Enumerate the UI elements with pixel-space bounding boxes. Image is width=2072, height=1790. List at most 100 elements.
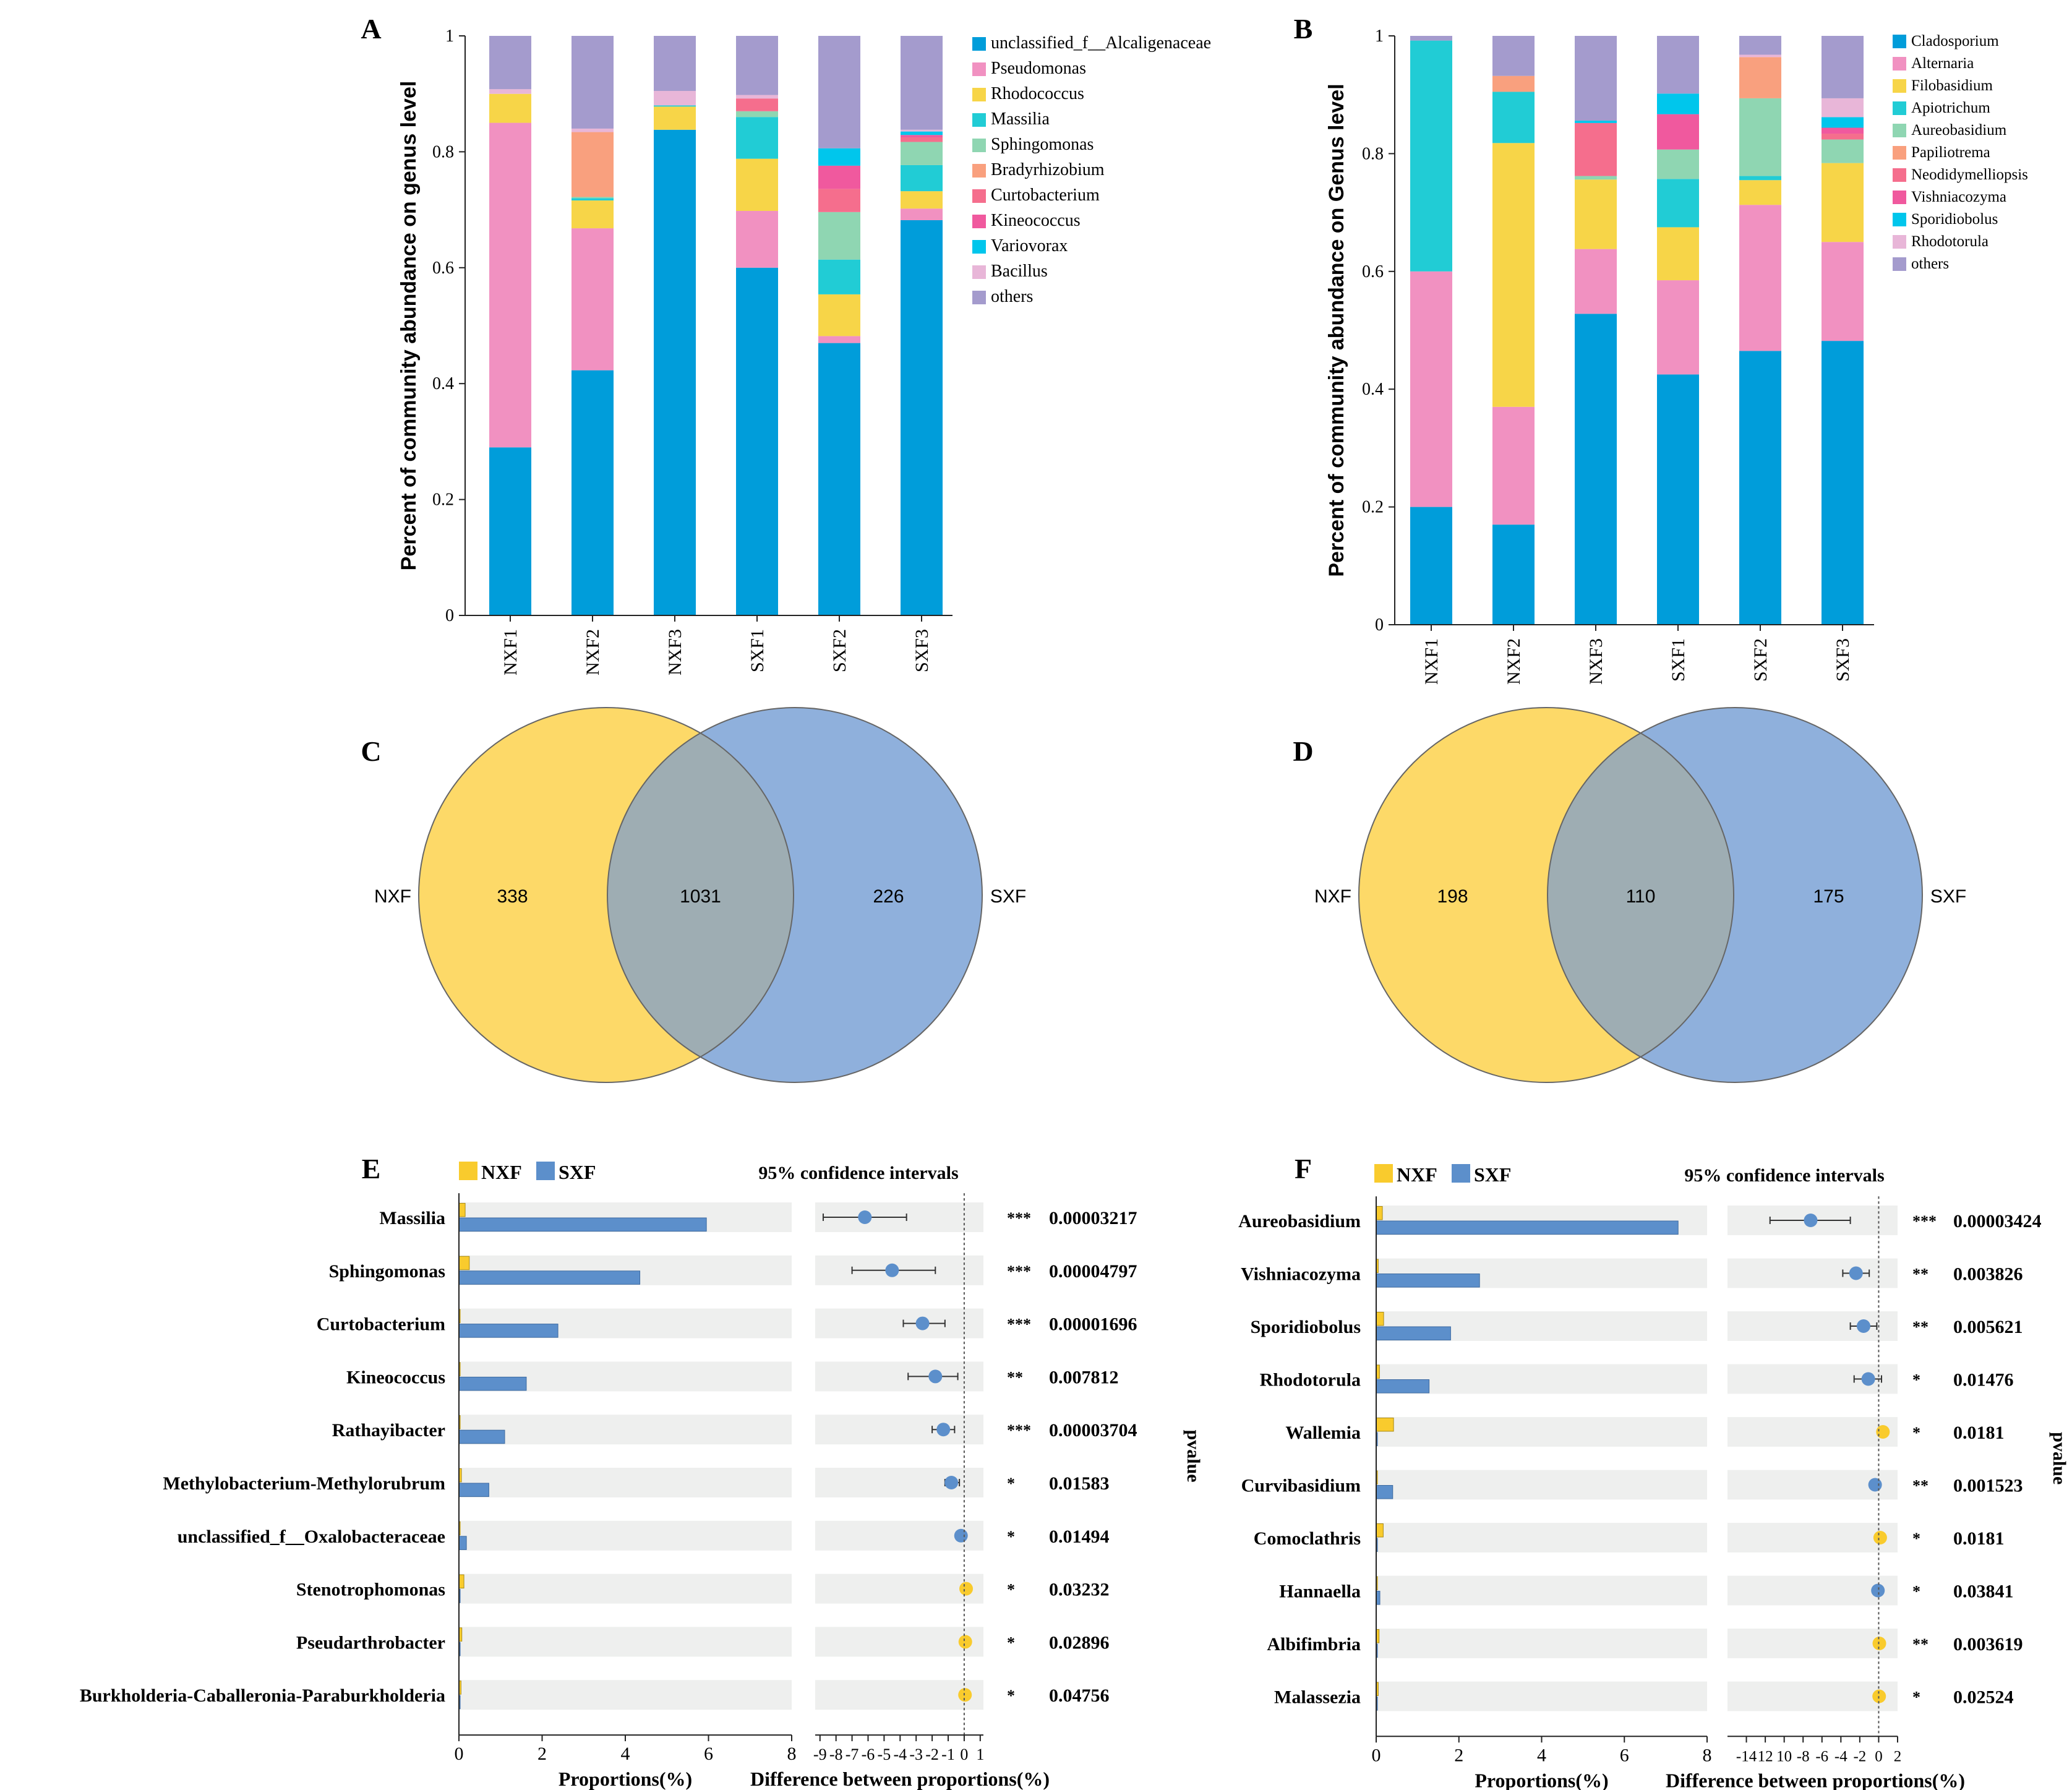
legend-swatch-kineococcus <box>972 215 986 228</box>
row-band-difference <box>815 1308 983 1338</box>
difference-tick-label: 12 <box>1758 1748 1773 1765</box>
bar-segment-nxf3-alternaria <box>1575 249 1617 314</box>
difference-tick-label: 2 <box>1894 1748 1902 1765</box>
bar-nxf-sporidiobolus <box>1376 1311 1384 1326</box>
bar-segment-nxf2-filobasidium <box>1492 143 1535 407</box>
row-label-pseudarthrobacter: Pseudarthrobacter <box>296 1632 445 1653</box>
y-tick-label: 0.8 <box>432 142 454 161</box>
significance-stars: *** <box>1007 1316 1031 1334</box>
proportion-tick-label: 2 <box>537 1744 547 1764</box>
bar-segment-sxf1-apiotrichum <box>1657 179 1699 228</box>
bar-segment-sxf1-alternaria <box>1657 280 1699 375</box>
legend-swatch-filobasidium <box>1893 79 1906 93</box>
bar-segment-sxf1-sphingomonas <box>736 111 778 118</box>
bar-segment-sxf3-kineococcus <box>901 135 943 137</box>
row-label-curtobacterium: Curtobacterium <box>317 1314 445 1335</box>
row-band-proportion <box>459 1415 792 1445</box>
legend-swatch-rhodotorula <box>1893 235 1906 249</box>
legend-label-sphingomonas: Sphingomonas <box>991 135 1094 154</box>
diff-point-rathayibacter <box>936 1423 951 1437</box>
significance-stars: * <box>1912 1583 1920 1601</box>
legend-label-nxf: NXF <box>481 1161 522 1183</box>
y-tick-label: 0.4 <box>1362 380 1384 399</box>
row-label-stenotrophomonas: Stenotrophomonas <box>296 1580 445 1600</box>
x-tick-label-sxf2: SXF2 <box>829 629 850 672</box>
legend-label-apiotrichum: Apiotrichum <box>1911 100 1990 116</box>
bar-segment-sxf2-others <box>1739 36 1781 55</box>
bar-nxf-wallemia <box>1376 1417 1394 1432</box>
bar-segment-nxf3-others <box>1575 36 1617 121</box>
bar-segment-sxf1-sporidiobolus <box>1657 93 1699 114</box>
p-value: 0.00003704 <box>1049 1420 1137 1441</box>
legend-label-others: others <box>1911 255 1949 272</box>
x-tick-label-nxf1: NXF1 <box>1421 638 1442 685</box>
diff-point-hannaella <box>1871 1583 1885 1598</box>
row-band-proportion <box>1376 1523 1707 1552</box>
legend-swatch-nxf <box>459 1162 477 1180</box>
row-band-difference <box>1727 1523 1898 1552</box>
bar-sxf-methylobacterium-methylorubrum <box>458 1483 489 1497</box>
bar-segment-sxf1-others <box>1657 36 1699 94</box>
bar-segment-sxf1-vishniacozyma <box>1657 114 1699 150</box>
venn-count-shared: 1031 <box>680 886 721 907</box>
difference-tick-label: 10 <box>1776 1748 1792 1765</box>
bar-segment-nxf2-massilia <box>572 198 614 201</box>
legend-swatch-alternaria <box>1893 57 1906 71</box>
row-band-proportion <box>1376 1417 1707 1447</box>
significance-stars: * <box>1007 1687 1015 1705</box>
row-band-proportion <box>459 1467 792 1498</box>
legend-swatch-variovorax <box>972 240 986 254</box>
x-tick-label-sxf3: SXF3 <box>912 629 932 672</box>
bar-segment-sxf1-filobasidium <box>1657 227 1699 281</box>
venn-outline-sxf <box>607 707 983 1083</box>
x-tick-label-sxf2: SXF2 <box>1750 638 1771 682</box>
x-tick-label-nxf3: NXF3 <box>1586 638 1606 685</box>
row-band-difference <box>1727 1575 1898 1606</box>
proportion-tick-label: 6 <box>1620 1745 1629 1765</box>
significance-stars: * <box>1912 1371 1920 1389</box>
row-band-proportion <box>1376 1470 1707 1500</box>
bar-segment-nxf2-sphingomonas <box>572 197 614 199</box>
venn-outline-nxf <box>1358 707 1734 1083</box>
panel-letter-e: E <box>362 1153 381 1184</box>
venn-set-label-sxf: SXF <box>1930 886 1966 907</box>
row-label-sporidiobolus: Sporidiobolus <box>1251 1317 1361 1337</box>
bar-segment-nxf2-others <box>1492 36 1535 76</box>
bar-segment-nxf2-alternaria <box>1492 406 1535 525</box>
legend-label-massilia: Massilia <box>991 109 1050 129</box>
difference-tick-label: -5 <box>878 1745 891 1763</box>
difference-tick-label: -9 <box>813 1745 827 1763</box>
bar-segment-sxf3-aureobasidium <box>1822 139 1864 163</box>
legend-label-cladosporium: Cladosporium <box>1911 33 1999 49</box>
y-tick-label: 0 <box>445 606 454 625</box>
diff-point-massilia <box>858 1210 872 1224</box>
stacked-bar-chart-b: NXF1 NXF2 NXF3 SXF1 SXF2 SXF3 0 0.2 0.4 0.6 0.8 1 Pe… <box>1325 27 2028 685</box>
bar-segment-sxf1-unclassified_f__alcaligenaceae <box>736 267 778 615</box>
difference-tick-label: -1 <box>941 1745 955 1763</box>
venn-overlap <box>1547 733 1734 1057</box>
bar-segment-nxf3-cladosporium <box>1575 314 1617 625</box>
bar-sxf-unclassified_f__oxalobacteraceae <box>458 1536 467 1550</box>
diff-point-curvibasidium <box>1868 1478 1882 1492</box>
bar-segment-nxf3-aureobasidium <box>1575 176 1617 180</box>
difference-tick-label: -7 <box>845 1745 859 1763</box>
p-value: 0.007812 <box>1049 1367 1119 1387</box>
row-band-difference <box>1727 1417 1898 1447</box>
bar-segment-sxf1-massilia <box>736 117 778 159</box>
bar-segment-nxf1-pseudomonas <box>489 122 531 448</box>
proportion-tick-label: 2 <box>1454 1745 1463 1765</box>
bar-segment-sxf2-sphingomonas <box>818 212 860 260</box>
legend-swatch-curtobacterium <box>972 189 986 203</box>
bar-segment-nxf1-rhodococcus <box>489 93 531 123</box>
p-value: 0.00001696 <box>1049 1314 1137 1335</box>
bar-segment-sxf2-rhodotorula <box>1739 54 1781 58</box>
x-tick-label-sxf1: SXF1 <box>747 629 768 672</box>
bar-sxf-sphingomonas <box>458 1270 641 1285</box>
difference-tick-label: -4 <box>893 1745 907 1763</box>
legend-label-curtobacterium: Curtobacterium <box>991 186 1100 205</box>
p-value: 0.03841 <box>1953 1582 2014 1602</box>
bar-segment-sxf3-neodidymelliopsis <box>1822 134 1864 140</box>
pvalue-axis-title: pvalue <box>1183 1430 1204 1483</box>
significance-stars: *** <box>1007 1421 1031 1439</box>
y-tick-label: 0.2 <box>432 490 454 510</box>
